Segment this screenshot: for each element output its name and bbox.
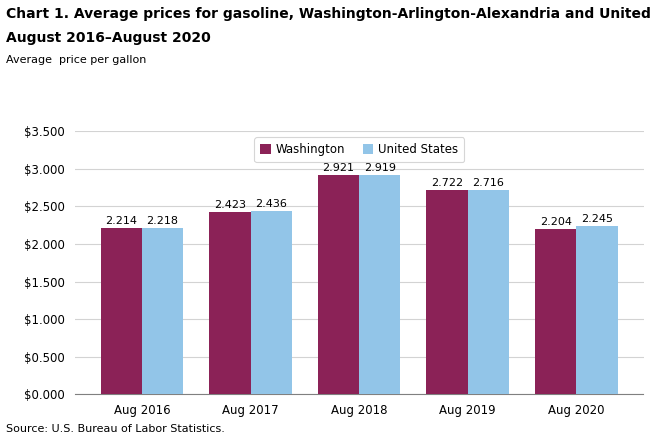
Text: 2.218: 2.218	[146, 216, 179, 226]
Text: 2.423: 2.423	[214, 201, 246, 210]
Bar	[468, 190, 509, 394]
Bar	[101, 228, 142, 394]
Bar	[250, 211, 292, 394]
Bar	[359, 175, 400, 394]
Text: August 2016–August 2020: August 2016–August 2020	[6, 31, 211, 45]
Bar	[209, 212, 250, 394]
Bar	[318, 175, 359, 394]
Text: 2.921: 2.921	[322, 163, 354, 173]
Text: 2.722: 2.722	[431, 178, 463, 188]
Bar	[535, 229, 577, 394]
Text: 2.436: 2.436	[255, 199, 287, 209]
Bar	[577, 226, 617, 394]
Bar	[426, 190, 468, 394]
Text: 2.716: 2.716	[473, 178, 504, 188]
Text: 2.245: 2.245	[581, 214, 613, 224]
Text: 2.214: 2.214	[105, 216, 137, 226]
Text: 2.204: 2.204	[540, 217, 572, 227]
Text: Chart 1. Average prices for gasoline, Washington-Arlington-Alexandria and United: Chart 1. Average prices for gasoline, Wa…	[6, 7, 650, 21]
Text: 2.919: 2.919	[364, 163, 396, 173]
Bar	[142, 228, 183, 394]
Text: Average  price per gallon: Average price per gallon	[6, 55, 147, 65]
Text: Source: U.S. Bureau of Labor Statistics.: Source: U.S. Bureau of Labor Statistics.	[6, 424, 226, 434]
Legend: Washington, United States: Washington, United States	[254, 137, 464, 162]
